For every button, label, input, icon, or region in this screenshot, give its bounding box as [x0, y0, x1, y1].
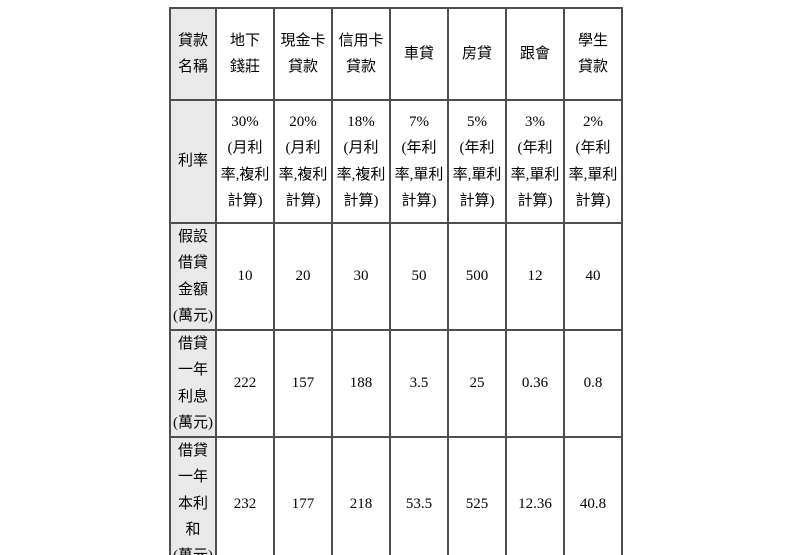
- value-cell: 30: [331, 222, 391, 331]
- row-header-borrowed-amount: 假設 借貸 金額 (萬元): [169, 222, 217, 331]
- value-cell: 525: [447, 435, 507, 555]
- col-header-student-loan: 學生 貸款: [563, 7, 623, 101]
- loan-comparison-table: 貸款 名稱 地下 錢莊 現金卡 貸款 信用卡 貸款 車貸 房貸 跟會 學生 貸款…: [169, 7, 623, 555]
- value-cell: 177: [273, 435, 333, 555]
- value-cell: 25: [447, 329, 507, 438]
- value-cell: 10: [215, 222, 275, 331]
- row-header-interest-rate: 利率: [169, 99, 217, 224]
- value-cell: 0.8: [563, 329, 623, 438]
- value-cell: 157: [273, 329, 333, 438]
- col-header-underground-lender: 地下 錢莊: [215, 7, 275, 101]
- col-header-cash-card-loan: 現金卡 貸款: [273, 7, 333, 101]
- value-cell: 50: [389, 222, 449, 331]
- row-header-one-year-interest: 借貸 一年 利息 (萬元): [169, 329, 217, 438]
- col-header-car-loan: 車貸: [389, 7, 449, 101]
- value-cell: 232: [215, 435, 275, 555]
- value-cell: 40: [563, 222, 623, 331]
- value-cell: 53.5: [389, 435, 449, 555]
- value-cell: 2% (年利 率,單利 計算): [563, 99, 623, 224]
- table-row-one-year-principal-plus-interest: 借貸 一年 本利和 (萬元) 232 177 218 53.5 525 12.3…: [169, 435, 623, 555]
- value-cell: 188: [331, 329, 391, 438]
- table-row-interest-rate: 利率 30% (月利 率,複利 計算) 20% (月利 率,複利 計算) 18%…: [169, 99, 623, 224]
- value-cell: 40.8: [563, 435, 623, 555]
- value-cell: 20: [273, 222, 333, 331]
- value-cell: 3.5: [389, 329, 449, 438]
- value-cell: 3% (年利 率,單利 計算): [505, 99, 565, 224]
- row-header-one-year-principal-plus-interest: 借貸 一年 本利和 (萬元): [169, 435, 217, 555]
- table-row-borrowed-amount: 假設 借貸 金額 (萬元) 10 20 30 50 500 12 40: [169, 222, 623, 331]
- value-cell: 12.36: [505, 435, 565, 555]
- table-header-row: 貸款 名稱 地下 錢莊 現金卡 貸款 信用卡 貸款 車貸 房貸 跟會 學生 貸款: [169, 7, 623, 101]
- value-cell: 500: [447, 222, 507, 331]
- value-cell: 12: [505, 222, 565, 331]
- value-cell: 0.36: [505, 329, 565, 438]
- col-header-credit-card-loan: 信用卡 貸款: [331, 7, 391, 101]
- table-row-one-year-interest: 借貸 一年 利息 (萬元) 222 157 188 3.5 25 0.36 0.…: [169, 329, 623, 438]
- col-header-mortgage: 房貸: [447, 7, 507, 101]
- value-cell: 20% (月利 率,複利 計算): [273, 99, 333, 224]
- value-cell: 222: [215, 329, 275, 438]
- col-header-rotating-credit: 跟會: [505, 7, 565, 101]
- value-cell: 7% (年利 率,單利 計算): [389, 99, 449, 224]
- value-cell: 18% (月利 率,複利 計算): [331, 99, 391, 224]
- value-cell: 30% (月利 率,複利 計算): [215, 99, 275, 224]
- value-cell: 218: [331, 435, 391, 555]
- value-cell: 5% (年利 率,單利 計算): [447, 99, 507, 224]
- corner-cell-loan-name: 貸款 名稱: [169, 7, 217, 101]
